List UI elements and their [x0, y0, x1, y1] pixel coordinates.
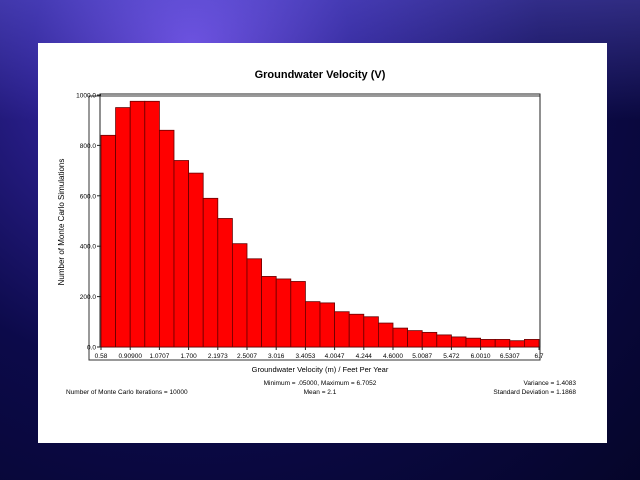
- histogram-bar: [421, 331, 438, 348]
- y-tick-label: 0.0: [87, 345, 96, 352]
- x-tick-label: 4.0047: [325, 353, 345, 360]
- x-tick-label: 0.90900: [118, 353, 142, 360]
- histogram-bar: [436, 334, 452, 348]
- x-tick-label: 3.4053: [295, 353, 315, 360]
- histogram-bar: [377, 322, 394, 348]
- histogram-bar: [524, 339, 540, 348]
- x-tick-label: 5.0087: [412, 353, 432, 360]
- histogram-bar: [188, 172, 204, 348]
- histogram-bar: [202, 197, 219, 348]
- histogram-bar: [144, 100, 160, 348]
- x-tick-label: 4.6000: [383, 353, 403, 360]
- y-tick-label: 1000.0: [76, 93, 96, 100]
- stats-range: Minimum = .05000, Maximum = 6.7052: [264, 380, 377, 387]
- histogram-bar: [494, 339, 511, 348]
- histogram-bar: [246, 258, 263, 348]
- x-tick-label: 2.5007: [237, 353, 257, 360]
- y-axis-label: Number of Monte Carlo Simulations: [57, 159, 66, 286]
- y-ticks: 0.0 200.0 400.0 600.0 800.0 1000.0: [76, 93, 101, 352]
- histogram-bar: [217, 218, 233, 348]
- histogram-bar: [304, 301, 321, 348]
- histogram-bar: [363, 316, 379, 348]
- y-tick-label: 800.0: [80, 143, 97, 150]
- histogram-bar: [129, 100, 146, 348]
- x-tick-label: 5.472: [443, 353, 460, 360]
- stats-mean: Mean = 2.1: [304, 389, 337, 396]
- bars: [100, 100, 540, 348]
- y-tick-label: 200.0: [80, 294, 97, 301]
- histogram-bar: [100, 134, 117, 348]
- chart-title: Groundwater Velocity (V): [255, 69, 386, 81]
- y-tick-label: 600.0: [80, 193, 97, 200]
- histogram-bar: [261, 276, 277, 348]
- histogram-bar: [465, 337, 482, 348]
- x-tick-label: 2.1973: [208, 353, 228, 360]
- histogram-bar: [392, 327, 409, 348]
- histogram-bar: [480, 339, 496, 348]
- histogram-bar: [348, 313, 365, 348]
- histogram-bar: [334, 311, 350, 348]
- histogram-bar: [290, 281, 306, 348]
- histogram-bar: [275, 278, 292, 348]
- x-tick-label: 3.016: [268, 353, 285, 360]
- histogram-bar: [158, 129, 175, 348]
- x-tick-label: 6.0010: [471, 353, 491, 360]
- histogram-bar: [115, 107, 131, 348]
- histogram-bar: [450, 336, 467, 348]
- x-tick-label: 4.244: [356, 353, 373, 360]
- histogram-bar: [231, 243, 248, 348]
- histogram-bar: [319, 302, 336, 348]
- histogram-bar: [173, 160, 190, 348]
- x-tick-label: 6.7: [534, 353, 543, 360]
- histogram-bar: [407, 330, 423, 348]
- y-tick-label: 400.0: [80, 244, 97, 251]
- x-tick-label: 1.700: [180, 353, 197, 360]
- x-tick-label: 0.58: [95, 353, 108, 360]
- stats-std-dev: Standard Deviation = 1.1868: [493, 389, 576, 396]
- stats-variance: Variance = 1.4083: [524, 380, 577, 387]
- stats-iterations: Number of Monte Carlo Iterations = 10000: [66, 389, 188, 396]
- x-tick-label: 1.0707: [149, 353, 169, 360]
- x-axis-label: Groundwater Velocity (m) / Feet Per Year: [252, 365, 389, 374]
- histogram-bar: [509, 340, 525, 348]
- x-tick-label: 6.5307: [500, 353, 520, 360]
- x-ticks: 0.58 0.90900 1.0707 1.700 2.1973 2.5007 3.016 3…: [95, 347, 544, 360]
